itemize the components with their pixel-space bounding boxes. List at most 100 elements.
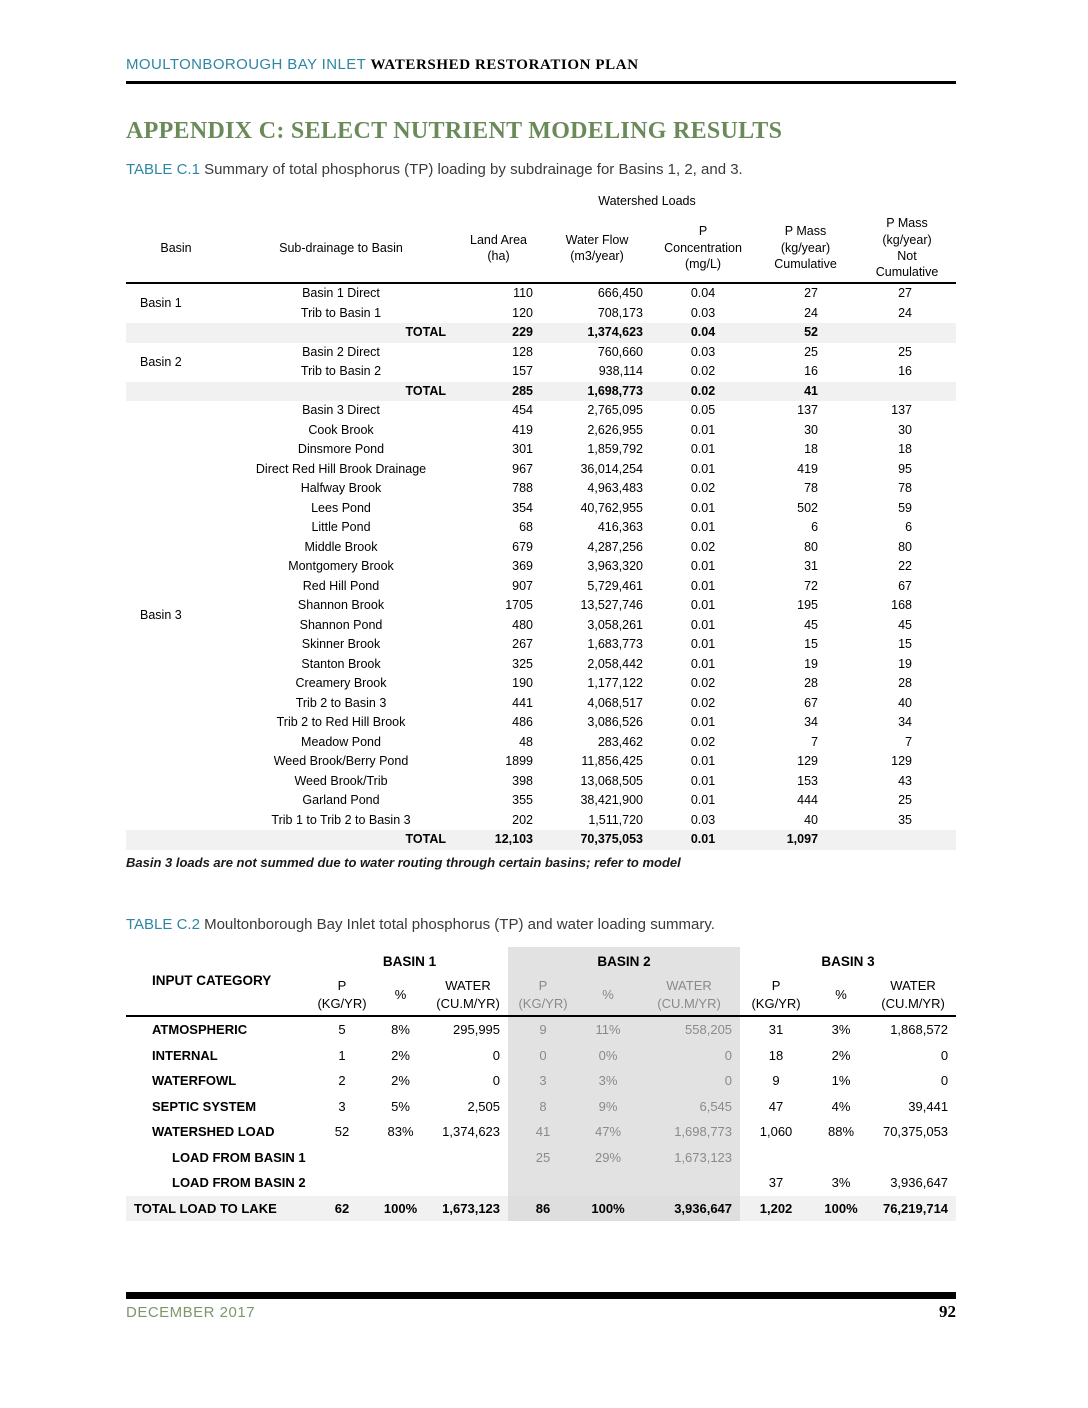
table-cell: 128	[512, 344, 533, 359]
table-cell: 229	[512, 325, 533, 340]
table-cell: 0	[492, 1047, 501, 1063]
subdrainage-name: Little Pond	[311, 520, 371, 535]
table-cell: 12,103	[494, 832, 533, 847]
running-header-title-accent: MOULTONBOROUGH BAY INLET	[126, 56, 371, 73]
table-cell: 8%	[391, 1022, 410, 1038]
table-cell: 40,762,955	[580, 500, 643, 515]
table-cell: 2,765,095	[587, 403, 643, 418]
table-cell: 40	[898, 695, 913, 710]
table-row: Middle Brook 679 4,287,256 0.02 80 80	[126, 538, 956, 558]
table-row: Creamery Brook 190 1,177,122 0.02 28 28	[126, 674, 956, 694]
column-header: P Mass (kg/year) Not Cumulative	[875, 216, 939, 279]
table-cell: 3,058,261	[587, 617, 643, 632]
table-cell	[373, 1145, 428, 1171]
table-cell: 6,545	[638, 1093, 741, 1120]
table-row: ATMOSPHERIC 5 8% 295,995 9 11% 558,205 31 3% 1,86…	[126, 1016, 956, 1043]
table-row: LOAD FROM BASIN 1 25 29% 1,673,123	[126, 1144, 956, 1171]
table-c1-column-header-row: Basin Sub-drainage to Basin Land Area (ha)…	[126, 213, 956, 283]
table-cell: 18	[804, 442, 819, 457]
table-cell: 88%	[828, 1124, 855, 1140]
table-cell: 3%	[831, 1175, 851, 1191]
column-header: P Concentration (mg/L)	[664, 224, 742, 271]
table-cell	[311, 1145, 373, 1171]
table-cell: 1,202	[759, 1200, 793, 1216]
subdrainage-name: Direct Red Hill Brook Drainage	[255, 461, 427, 476]
table-c1-label: TABLE C.1	[126, 161, 200, 178]
table-c1: Watershed Loads Basin Sub-drainage to Basi…	[126, 192, 957, 850]
table-cell: 6	[905, 520, 913, 535]
table-c2-caption: TABLE C.2 Moultonborough Bay Inlet total…	[126, 916, 956, 933]
table-cell: 480	[512, 617, 533, 632]
table-cell: 1	[338, 1047, 346, 1063]
table-cell	[428, 1145, 508, 1171]
appendix-title: APPENDIX C: SELECT NUTRIENT MODELING RES…	[126, 118, 783, 144]
table-cell: 0	[508, 1042, 579, 1069]
subdrainage-name: Halfway Brook	[300, 481, 382, 496]
table-cell: 0	[638, 1068, 741, 1094]
table-cell: 0.01	[690, 422, 716, 437]
table-cell: 29%	[578, 1144, 639, 1171]
table-cell: 301	[512, 442, 533, 457]
input-category-label: LOAD FROM BASIN 2	[172, 1175, 306, 1191]
table-cell: 28	[898, 676, 913, 691]
table-c1-body: Basin 1 Basin 1 Direct 110 666,450 0.04 27 27 T…	[126, 283, 957, 850]
table-cell	[858, 830, 956, 850]
table-cell: 18	[768, 1047, 784, 1063]
subdrainage-name: Weed Brook/Berry Pond	[273, 754, 409, 769]
total-row: TOTAL 229 1,374,623 0.04 52	[126, 323, 957, 343]
table-cell: 11,856,425	[581, 754, 643, 769]
table-cell: 0	[638, 1042, 741, 1069]
table-cell: 168	[891, 598, 913, 613]
table-cell: 486	[512, 715, 533, 730]
table-cell: 1,683,773	[587, 637, 643, 652]
table-cell: 2	[338, 1073, 346, 1089]
table-cell: 68	[519, 520, 533, 535]
table-cell	[858, 382, 956, 402]
table-cell: 19	[898, 656, 913, 671]
column-header: WATER (CU.M/YR)	[881, 977, 945, 1011]
subdrainage-name: Skinner Brook	[301, 637, 381, 652]
table-cell: 62	[334, 1200, 350, 1216]
table-row: Meadow Pond 48 283,462 0.02 7 7	[126, 733, 956, 753]
table-cell: 9	[508, 1016, 579, 1043]
table-cell: 41	[508, 1119, 579, 1145]
table-cell	[638, 1170, 741, 1196]
table-cell: 78	[898, 481, 913, 496]
table-cell: 16	[898, 364, 913, 379]
table-cell: 13,068,505	[580, 773, 643, 788]
table-cell: 0	[940, 1073, 949, 1089]
table-cell: 1,698,773	[638, 1119, 741, 1145]
footer-date: DECEMBER 2017	[126, 1304, 256, 1321]
table-cell: 444	[797, 793, 819, 808]
column-header: Sub-drainage to Basin	[279, 240, 403, 255]
page-footer: DECEMBER 2017 92	[126, 1292, 956, 1322]
total-row: TOTAL LOAD TO LAKE 62 100% 1,673,123 86 100% 3…	[126, 1195, 957, 1222]
table-cell: 5,729,461	[587, 578, 643, 593]
table-cell: 35	[898, 812, 913, 827]
table-cell: 22	[898, 559, 913, 574]
table-cell: 47	[768, 1098, 784, 1114]
table-cell: 34	[898, 715, 913, 730]
table-cell: 24	[898, 305, 913, 320]
table-cell: 100%	[383, 1200, 418, 1216]
table-cell: 0.02	[690, 481, 716, 496]
column-header: P (KG/YR)	[317, 977, 367, 1011]
subdrainage-name: Trib 2 to Basin 3	[295, 695, 387, 710]
header-spacer-cell	[858, 192, 956, 213]
table-row: WATERFOWL 2 2% 0 3 3% 0 9 1% 0	[126, 1068, 956, 1094]
table-cell: 0.01	[690, 520, 716, 535]
table-cell: 67	[898, 578, 913, 593]
table-cell: 202	[512, 812, 533, 827]
table-row: Weed Brook/Berry Pond 1899 11,856,425 0.01 1…	[126, 752, 956, 772]
table-cell: 86	[508, 1195, 579, 1222]
total-label: TOTAL	[405, 383, 446, 398]
table-cell: 369	[512, 559, 533, 574]
table-cell: 0.03	[690, 344, 716, 359]
column-header: Land Area (ha)	[470, 232, 527, 263]
table-cell: 95	[898, 461, 913, 476]
table-cell: 354	[512, 500, 533, 515]
input-category-label: TOTAL LOAD TO LAKE	[134, 1200, 277, 1216]
table-cell: 1,859,792	[587, 442, 643, 457]
table-cell: 0.01	[690, 617, 716, 632]
table-cell: 25	[898, 793, 913, 808]
